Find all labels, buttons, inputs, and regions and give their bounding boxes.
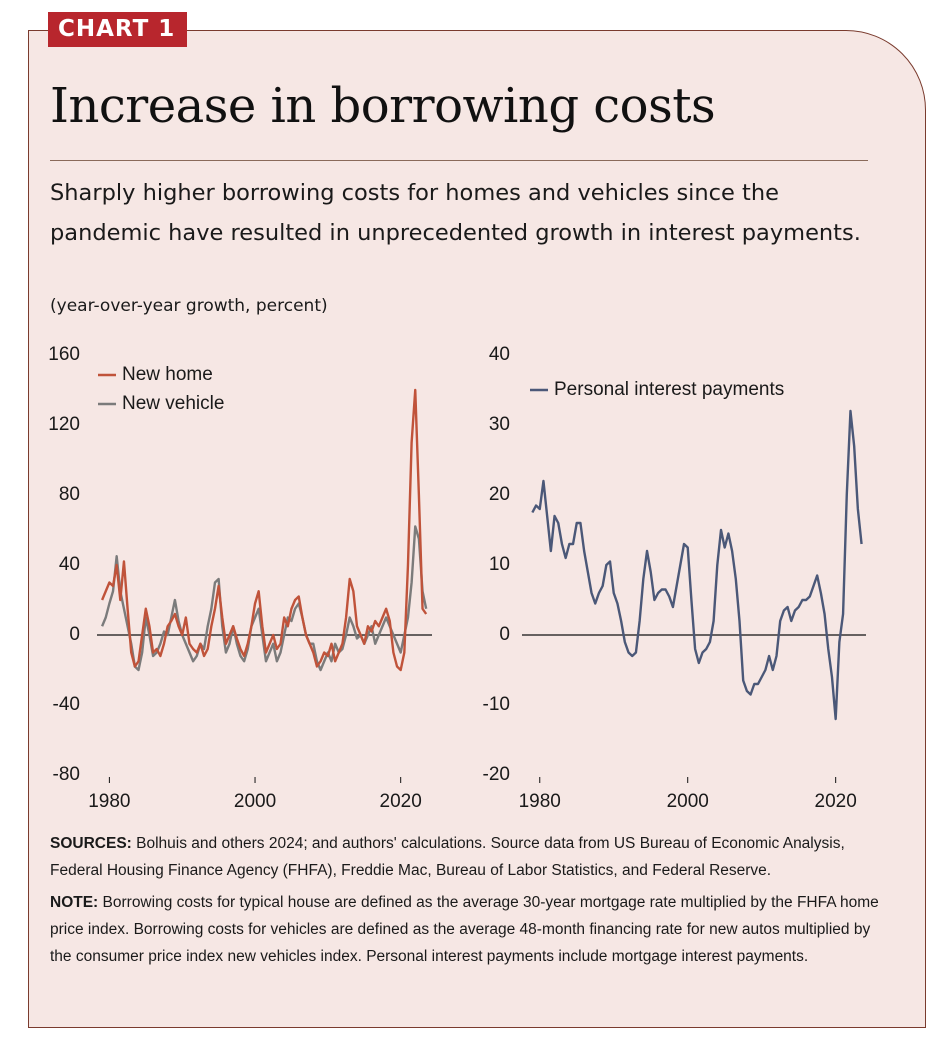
y-tick-label: 0 [69,624,80,645]
note-label: NOTE: [50,894,99,911]
y-tick-label: 120 [48,414,80,435]
y-tick-label: 40 [59,554,80,575]
units: (year-over-year growth, percent) [50,296,328,316]
legend-label: Personal interest payments [554,379,784,400]
series-line [100,388,428,672]
x-tick-label: 2020 [380,791,422,812]
note-text: Borrowing costs for typical house are de… [50,894,879,965]
card [28,30,926,1028]
divider [50,160,868,161]
x-tick-label: 1980 [519,791,561,812]
x-tick-label: 2020 [815,791,857,812]
y-tick-label: 0 [499,624,510,645]
sources-text: Bolhuis and others 2024; and authors' ca… [50,835,845,879]
legend-label: New home [122,364,213,385]
sources: SOURCES: Bolhuis and others 2024; and au… [50,830,880,884]
y-tick-label: 20 [489,484,510,505]
sources-label: SOURCES: [50,835,132,852]
y-tick-label: 30 [489,414,510,435]
y-tick-label: 40 [489,344,510,365]
title: Increase in borrowing costs [50,78,716,134]
y-tick-label: 10 [489,554,510,575]
y-tick-label: -40 [53,694,80,715]
y-tick-label: 160 [48,344,80,365]
x-tick-label: 1980 [88,791,130,812]
y-tick-label: 80 [59,484,80,505]
legend-label: New vehicle [122,393,224,414]
series-line [531,409,863,721]
y-tick-label: -20 [483,764,510,785]
series-line [100,525,428,672]
badge: CHART 1 [48,12,188,47]
x-tick-label: 2000 [234,791,276,812]
x-tick-label: 2000 [667,791,709,812]
note: NOTE: Borrowing costs for typical house … [50,889,880,970]
subtitle: Sharply higher borrowing costs for homes… [50,180,861,246]
y-tick-label: -80 [53,764,80,785]
y-tick-label: -10 [483,694,510,715]
